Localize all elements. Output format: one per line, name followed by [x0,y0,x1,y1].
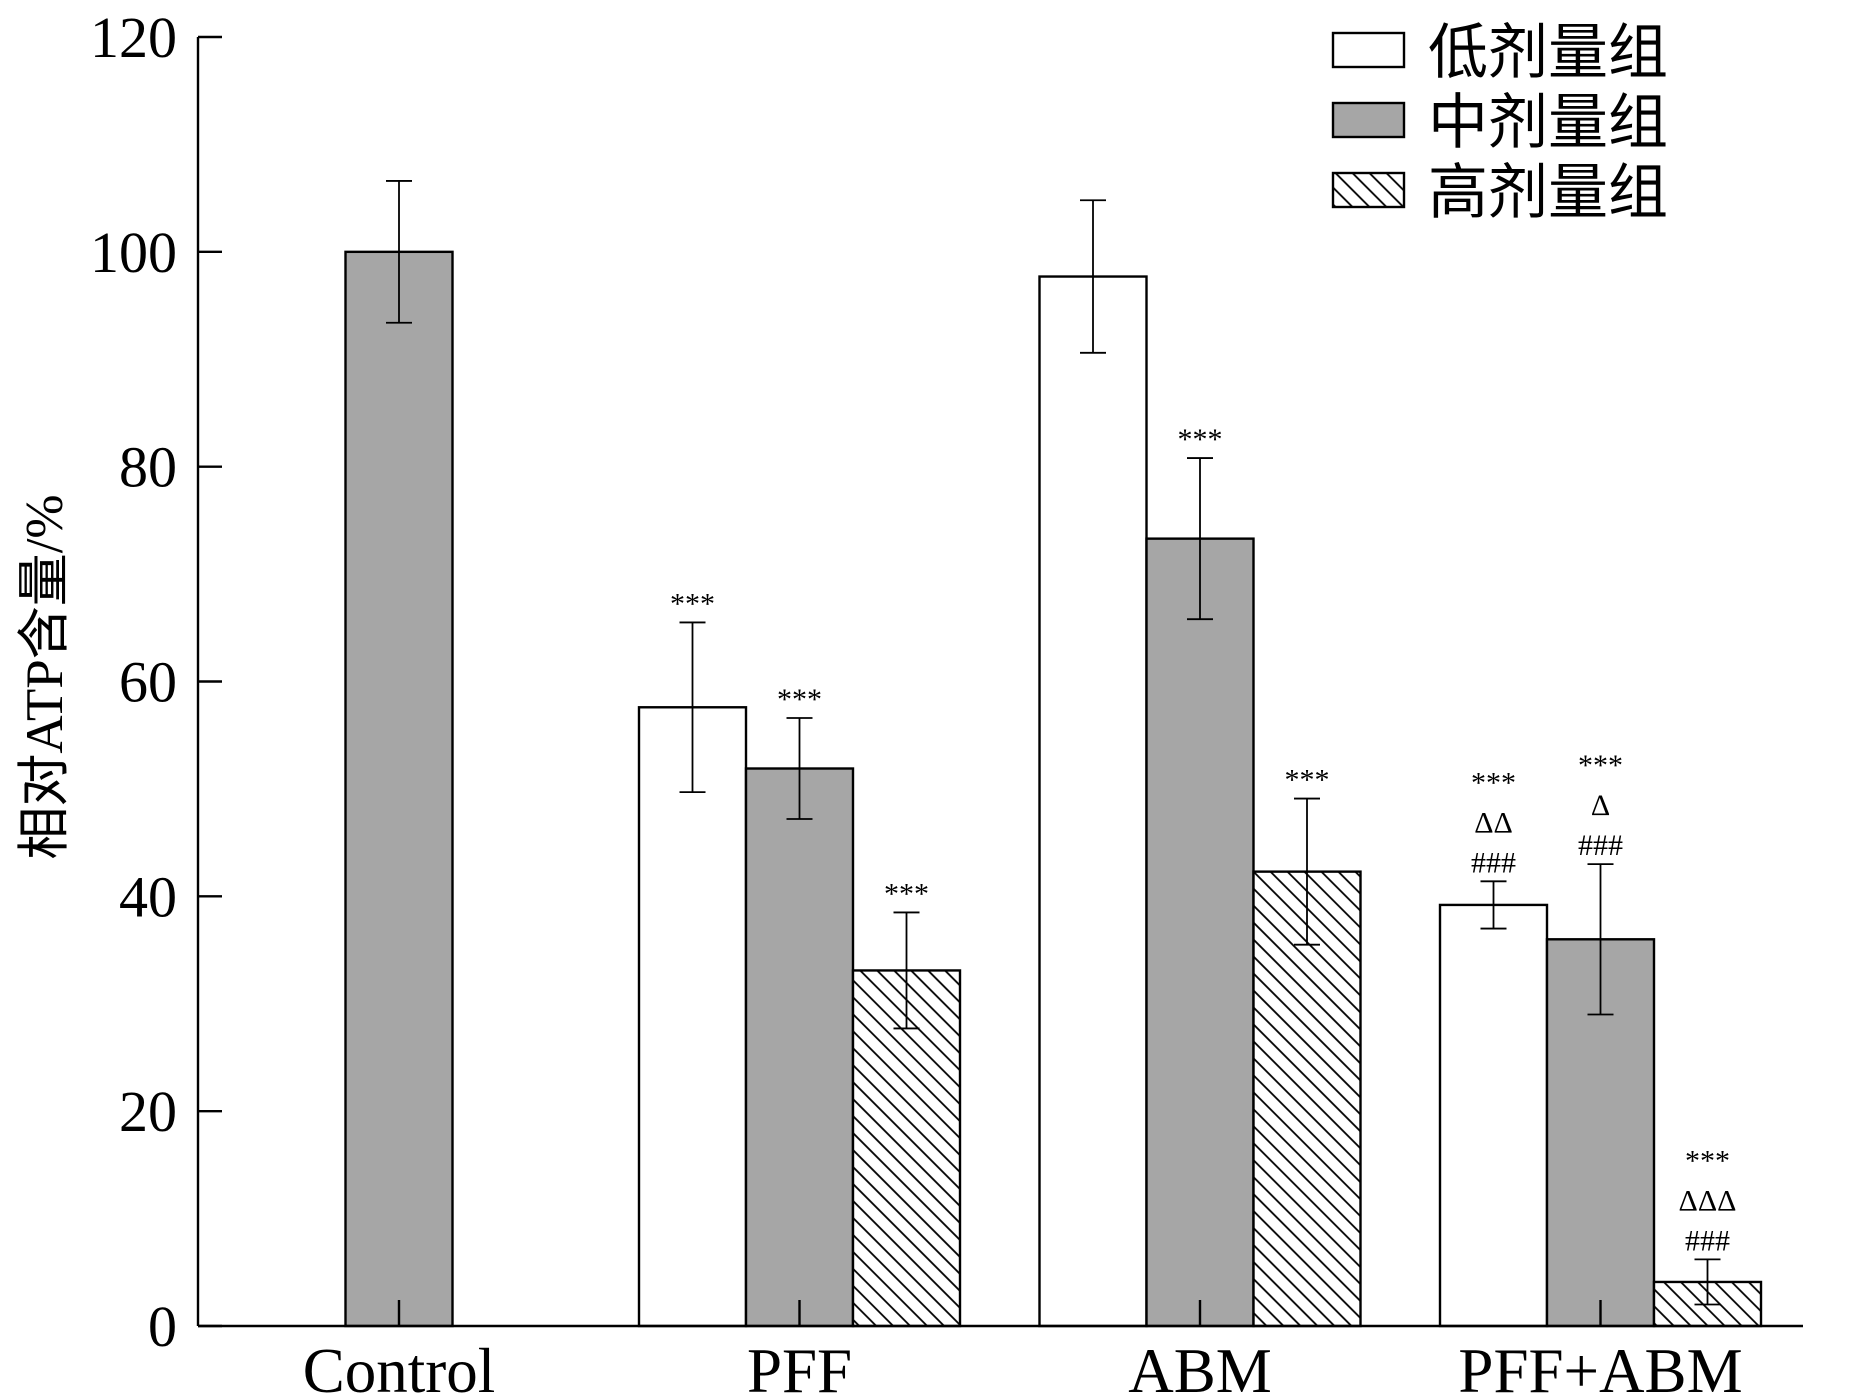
significance-mark: *** [1471,766,1516,799]
y-tick-label: 120 [90,5,177,70]
legend-swatch [1331,171,1406,209]
y-tick-label: 100 [90,220,177,285]
error-bar [1694,1258,1721,1306]
y-axis-label: 相对ATP含量/% [16,494,74,859]
legend-item: 中剂量组 [1331,90,1668,156]
bars-layer [344,250,1763,1328]
legend-label: 中剂量组 [1428,90,1668,156]
significance-mark: ΔΔΔ [1679,1184,1737,1217]
error-bar [893,911,920,1030]
significance-mark: *** [670,587,715,620]
bar [744,767,855,1328]
bar [637,706,748,1328]
bar [1038,275,1148,1328]
significance-annotations: *** *** ΔΔ ### *** *** *** Δ ### *** *** *** ΔΔΔ ### [670,423,1736,1257]
significance-mark: Δ [1591,789,1610,822]
bar [1438,903,1549,1328]
legend-item: 低剂量组 [1331,20,1668,86]
error-bar [1294,797,1320,946]
y-tick-label: 60 [119,650,177,715]
error-bar [1587,863,1614,1016]
x-tick-label: PFF [747,1336,852,1400]
error-bar [386,180,412,324]
x-tick-label: Control [303,1336,496,1400]
y-tick-label: 20 [119,1079,177,1144]
significance-mark: *** [1578,749,1623,782]
x-tick-label: ABM [1128,1336,1272,1400]
significance-mark: *** [777,683,822,716]
legend-item: 高剂量组 [1331,160,1668,226]
bar [1145,537,1255,1328]
significance-mark: *** [1285,764,1330,797]
y-tick-label: 40 [119,864,177,929]
bar [344,250,454,1328]
legend-swatch [1331,101,1406,139]
legend-label: 低剂量组 [1428,20,1668,86]
significance-mark: ### [1578,829,1623,862]
y-tick-label: 80 [119,435,177,500]
error-bar [679,621,706,794]
error-bar [786,717,813,820]
error-bar [1187,457,1213,621]
significance-mark: *** [884,877,929,910]
significance-mark: ### [1471,846,1516,879]
y-tick-label: 0 [148,1294,177,1359]
legend-swatch [1331,31,1406,69]
axes: 0 20 40 60 80 100 120 Control PFF ABM PFF+ABM [90,5,1803,1400]
legend-label: 高剂量组 [1428,160,1668,226]
significance-mark: *** [1685,1144,1730,1177]
significance-mark: *** [1178,423,1223,456]
significance-mark: ΔΔ [1474,806,1513,839]
error-bars-layer [386,180,1721,1306]
error-bar [1080,199,1106,354]
significance-mark: ### [1685,1224,1730,1257]
bar [851,969,962,1328]
error-bar [1480,880,1507,930]
x-tick-label: PFF+ABM [1458,1336,1742,1400]
